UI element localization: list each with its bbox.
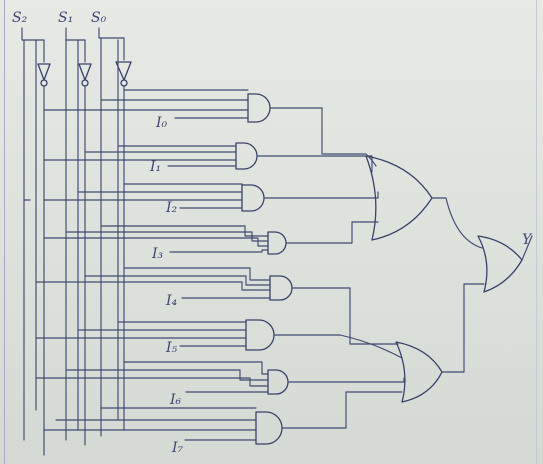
input-label-i6: I₆ xyxy=(169,392,182,408)
margin-line xyxy=(4,0,5,464)
select-label-s0: S₀ xyxy=(91,10,107,26)
select-wires xyxy=(21,27,125,63)
page-edge-line xyxy=(536,0,537,464)
and-gate-5 xyxy=(245,319,275,351)
and-input-wires xyxy=(35,89,271,441)
and-gate-6 xyxy=(267,369,289,395)
input-label-i4: I₄ xyxy=(165,293,178,309)
and-gate-3 xyxy=(267,231,287,255)
and-gate-0 xyxy=(247,93,271,123)
input-label-i3: I₃ xyxy=(151,246,164,262)
or-gate-final xyxy=(477,235,523,293)
and-gate-4 xyxy=(269,275,293,301)
and-gate-2 xyxy=(241,184,265,212)
not-gate-s1 xyxy=(78,63,92,87)
or-output-wires xyxy=(431,197,485,373)
select-label-s2: S₂ xyxy=(12,10,28,26)
or-gate-upper xyxy=(365,155,433,241)
and-gate-1 xyxy=(235,142,258,170)
output-label-y: Y xyxy=(522,232,533,248)
not-gate-s2 xyxy=(37,63,51,87)
input-label-i5: I₅ xyxy=(165,340,178,356)
output-wire xyxy=(521,235,533,261)
input-label-i0: I₀ xyxy=(155,115,168,131)
or-gate-lower xyxy=(395,341,443,403)
input-label-i1: I₁ xyxy=(149,159,161,175)
and-output-wires xyxy=(256,107,405,429)
select-label-s1: S₁ xyxy=(58,10,73,26)
and-gate-7 xyxy=(255,411,283,445)
input-label-i7: I₇ xyxy=(171,440,184,456)
input-label-i2: I₂ xyxy=(165,200,178,216)
